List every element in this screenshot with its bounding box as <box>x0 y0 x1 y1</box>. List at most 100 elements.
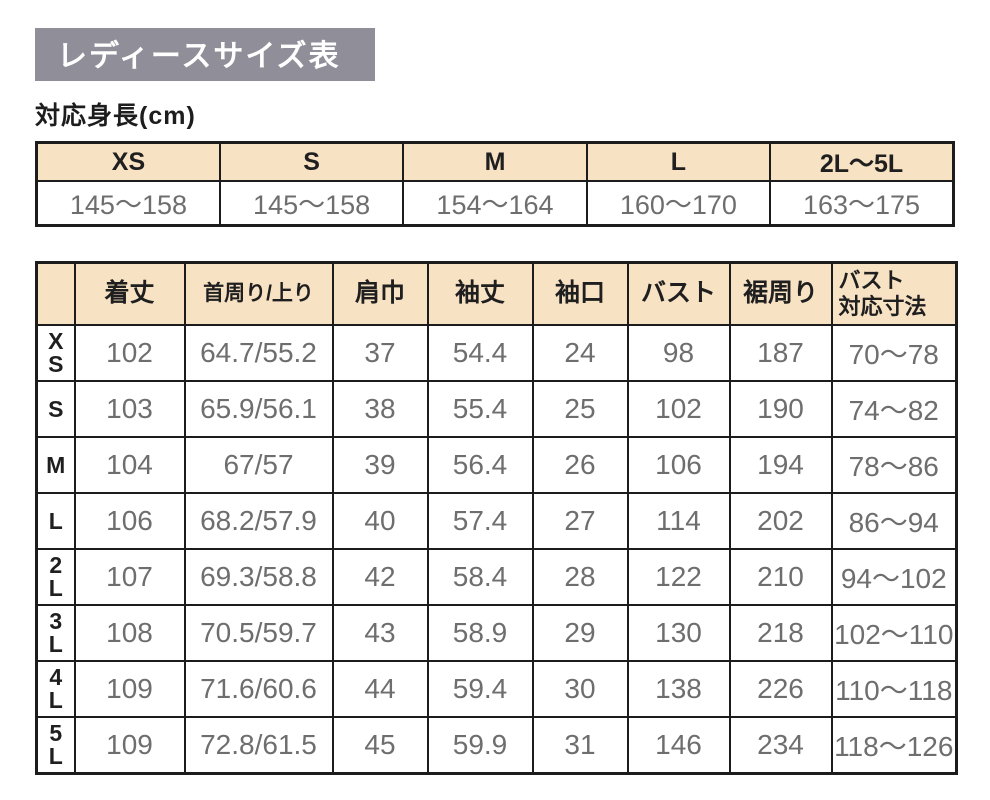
measure-value-cell: 103 <box>73 380 186 438</box>
measure-value-cell: 45 <box>331 716 429 774</box>
measure-value-cell: 114 <box>626 492 731 550</box>
height-range-cell: 160〜170 <box>585 180 772 226</box>
height-table-header-row: XS S M L 2L〜5L <box>35 141 955 182</box>
measure-value-cell: 86〜94 <box>830 492 958 550</box>
measure-header-cell: 袖口 <box>531 261 629 326</box>
size-label-cell: 5 L <box>35 716 76 774</box>
measure-header-cell <box>35 261 76 326</box>
measure-value-cell: 106 <box>626 436 731 494</box>
measure-value-cell: 26 <box>531 436 629 494</box>
measure-value-cell: 109 <box>73 716 186 774</box>
size-row-xs: X S 102 64.7/55.2 37 54.4 24 98 187 70〜78 <box>35 324 958 382</box>
measure-header-cell: 着丈 <box>73 261 186 326</box>
measure-value-cell: 71.6/60.6 <box>183 660 334 718</box>
measure-value-cell: 108 <box>73 604 186 662</box>
measure-value-cell: 54.4 <box>426 324 534 382</box>
measure-value-cell: 58.4 <box>426 548 534 606</box>
measure-value-cell: 27 <box>531 492 629 550</box>
measure-value-cell: 210 <box>728 548 833 606</box>
measure-value-cell: 40 <box>331 492 429 550</box>
height-size-header-cell: S <box>218 141 405 182</box>
measure-value-cell: 130 <box>626 604 731 662</box>
height-range-cell: 145〜158 <box>218 180 405 226</box>
measure-value-cell: 110〜118 <box>830 660 958 718</box>
measure-value-cell: 42 <box>331 548 429 606</box>
height-range-cell: 154〜164 <box>402 180 588 226</box>
height-size-header-cell: L <box>585 141 772 182</box>
measure-value-cell: 190 <box>728 380 833 438</box>
measure-value-cell: 234 <box>728 716 833 774</box>
measure-value-cell: 68.2/57.9 <box>183 492 334 550</box>
measure-value-cell: 43 <box>331 604 429 662</box>
measure-value-cell: 59.9 <box>426 716 534 774</box>
measure-value-cell: 146 <box>626 716 731 774</box>
measure-value-cell: 29 <box>531 604 629 662</box>
size-label-cell: S <box>35 380 76 438</box>
measure-value-cell: 218 <box>728 604 833 662</box>
measure-value-cell: 64.7/55.2 <box>183 324 334 382</box>
size-row-2l: 2 L 107 69.3/58.8 42 58.4 28 122 210 94〜102 <box>35 548 958 606</box>
measure-value-cell: 187 <box>728 324 833 382</box>
measure-value-cell: 102〜110 <box>830 604 958 662</box>
height-size-header-cell: 2L〜5L <box>769 141 955 182</box>
measure-value-cell: 72.8/61.5 <box>183 716 334 774</box>
size-label-cell: 3 L <box>35 604 76 662</box>
size-label-cell: 4 L <box>35 660 76 718</box>
measure-value-cell: 56.4 <box>426 436 534 494</box>
measure-value-cell: 70.5/59.7 <box>183 604 334 662</box>
measure-value-cell: 31 <box>531 716 629 774</box>
size-label-cell: M <box>35 436 76 494</box>
measure-value-cell: 98 <box>626 324 731 382</box>
size-row-m: M 104 67/57 39 56.4 26 106 194 78〜86 <box>35 436 958 494</box>
measure-value-cell: 58.9 <box>426 604 534 662</box>
measure-value-cell: 138 <box>626 660 731 718</box>
height-table: XS S M L 2L〜5L 145〜158 145〜158 154〜164 160〜170 1… <box>35 141 955 227</box>
measure-value-cell: 109 <box>73 660 186 718</box>
measure-value-cell: 102 <box>626 380 731 438</box>
measure-value-cell: 30 <box>531 660 629 718</box>
measure-value-cell: 194 <box>728 436 833 494</box>
measure-header-cell: バスト <box>626 261 731 326</box>
size-row-3l: 3 L 108 70.5/59.7 43 58.9 29 130 218 102〜110 <box>35 604 958 662</box>
measure-value-cell: 106 <box>73 492 186 550</box>
measure-value-cell: 37 <box>331 324 429 382</box>
height-section-label: 対応身長(cm) <box>35 102 196 130</box>
measure-header-cell: 袖丈 <box>426 261 534 326</box>
measure-value-cell: 78〜86 <box>830 436 958 494</box>
size-row-s: S 103 65.9/56.1 38 55.4 25 102 190 74〜82 <box>35 380 958 438</box>
size-label-cell: L <box>35 492 76 550</box>
measure-value-cell: 122 <box>626 548 731 606</box>
height-size-header-cell: XS <box>35 141 221 182</box>
height-table-value-row: 145〜158 145〜158 154〜164 160〜170 163〜175 <box>35 180 955 226</box>
measure-header-cell: バスト 対応寸法 <box>830 261 958 326</box>
measure-value-cell: 74〜82 <box>830 380 958 438</box>
measure-header-cell: 裾周り <box>728 261 833 326</box>
measure-value-cell: 70〜78 <box>830 324 958 382</box>
measure-header-cell: 肩巾 <box>331 261 429 326</box>
measure-value-cell: 24 <box>531 324 629 382</box>
measure-value-cell: 102 <box>73 324 186 382</box>
page-title: レディースサイズ表 <box>35 28 375 81</box>
measure-value-cell: 107 <box>73 548 186 606</box>
height-range-cell: 145〜158 <box>35 180 221 226</box>
size-row-4l: 4 L 109 71.6/60.6 44 59.4 30 138 226 110〜118 <box>35 660 958 718</box>
height-size-header-cell: M <box>402 141 588 182</box>
measure-value-cell: 38 <box>331 380 429 438</box>
measure-value-cell: 67/57 <box>183 436 334 494</box>
size-row-l: L 106 68.2/57.9 40 57.4 27 114 202 86〜94 <box>35 492 958 550</box>
measurement-table-header-row: 着丈 首周り/上り 肩巾 袖丈 袖口 バスト 裾周り バスト 対応寸法 <box>35 261 958 326</box>
measure-value-cell: 94〜102 <box>830 548 958 606</box>
measure-value-cell: 118〜126 <box>830 716 958 774</box>
size-label-cell: X S <box>35 324 76 382</box>
measurement-table-body: X S 102 64.7/55.2 37 54.4 24 98 187 70〜78 S 103 65.… <box>35 324 958 774</box>
measure-header-cell: 首周り/上り <box>183 261 334 326</box>
measure-value-cell: 202 <box>728 492 833 550</box>
measure-value-cell: 104 <box>73 436 186 494</box>
measure-value-cell: 44 <box>331 660 429 718</box>
measure-value-cell: 57.4 <box>426 492 534 550</box>
measurement-table: 着丈 首周り/上り 肩巾 袖丈 袖口 バスト 裾周り バスト 対応寸法 X S 102 64.7/… <box>35 260 958 775</box>
height-range-cell: 163〜175 <box>769 180 955 226</box>
measure-value-cell: 65.9/56.1 <box>183 380 334 438</box>
size-label-cell: 2 L <box>35 548 76 606</box>
